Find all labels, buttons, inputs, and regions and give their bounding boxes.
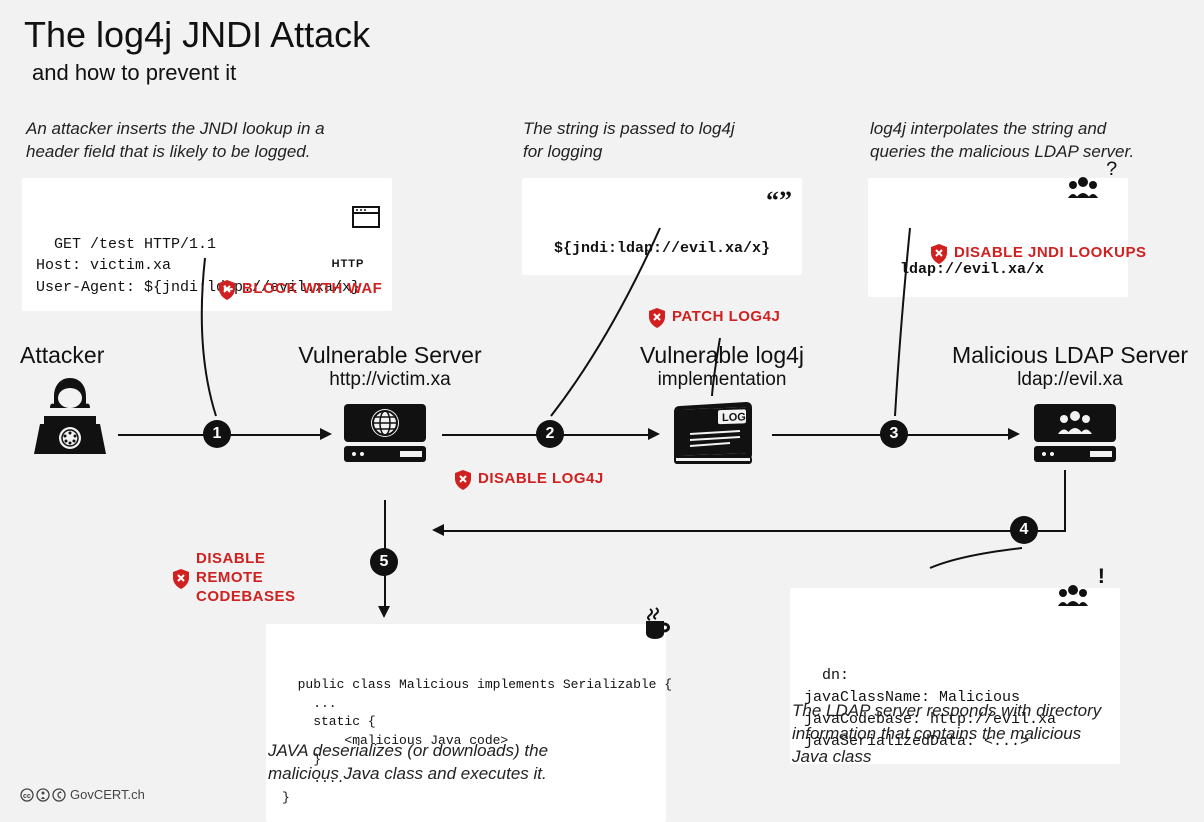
- svg-text:cc: cc: [23, 793, 31, 800]
- mitigation-remote: DISABLE REMOTE CODEBASES: [172, 550, 296, 606]
- step-5: 5: [370, 548, 398, 576]
- connector-curves: [0, 0, 1204, 500]
- arrow-4-head: [432, 524, 444, 536]
- codebox-java: public class Malicious implements Serial…: [266, 624, 666, 822]
- step-4: 4: [1010, 516, 1038, 544]
- desc-step4: The LDAP server responds with directory …: [792, 700, 1152, 769]
- arrow-5-head: [378, 606, 390, 618]
- exclaim-icon: !: [1095, 562, 1108, 594]
- arrow-4: [444, 530, 1066, 532]
- footer-text: GovCERT.ch: [70, 787, 145, 802]
- coffee-icon: [609, 588, 674, 667]
- desc-step5: JAVA deserializes (or downloads) the mal…: [268, 740, 608, 786]
- group-icon: [1020, 562, 1090, 635]
- footer: cc GovCERT.ch: [20, 787, 145, 802]
- shield-icon: [172, 550, 190, 595]
- cc-icon: cc: [20, 788, 66, 802]
- mitigation-remote-label: DISABLE REMOTE CODEBASES: [196, 550, 296, 606]
